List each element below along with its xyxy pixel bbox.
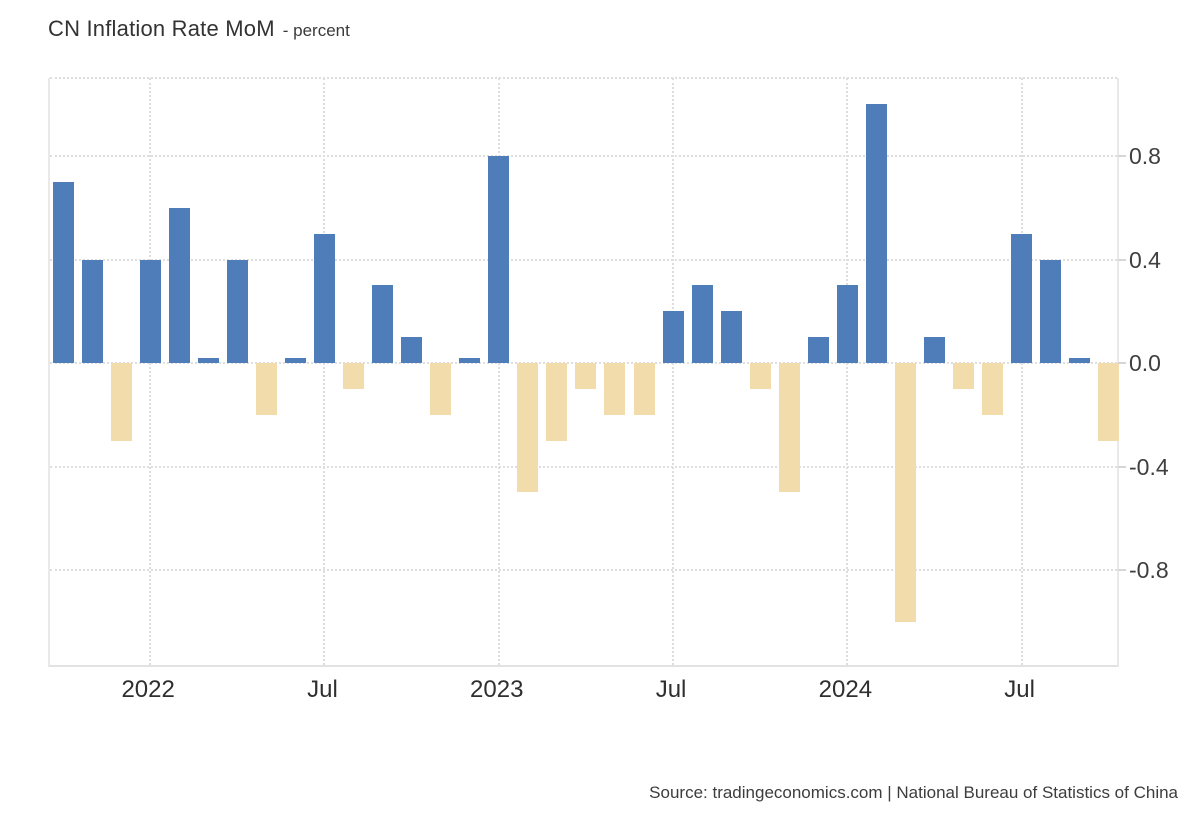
y-axis-tick — [1118, 465, 1126, 468]
bar-jan-2023[interactable] — [488, 156, 510, 363]
x-axis-label: 2023 — [470, 676, 524, 703]
y-axis-tick — [1118, 362, 1126, 364]
bar-nov-2022[interactable] — [430, 363, 452, 415]
y-axis-label: -0.8 — [1129, 557, 1169, 583]
y-gridline — [50, 465, 1117, 468]
bar-feb-2022[interactable] — [168, 207, 190, 363]
bar-dec-2022[interactable] — [459, 358, 481, 363]
bar-jun-2023[interactable] — [633, 363, 655, 415]
bar-aug-2024[interactable] — [1040, 259, 1062, 363]
bar-nov-2021[interactable] — [81, 259, 103, 363]
bar-jan-2024[interactable] — [836, 285, 858, 363]
bar-oct-2024[interactable] — [1098, 363, 1120, 441]
y-axis-label: 0.8 — [1129, 143, 1161, 169]
y-axis-tick — [1118, 258, 1126, 261]
bar-may-2023[interactable] — [604, 363, 626, 415]
bar-jun-2022[interactable] — [284, 358, 306, 363]
plot-top-border — [50, 77, 1117, 79]
bar-dec-2021[interactable] — [110, 363, 132, 441]
bar-aug-2023[interactable] — [691, 285, 713, 363]
x-axis-label: Jul — [655, 676, 687, 703]
x-gridline — [672, 78, 675, 665]
bar-aug-2022[interactable] — [343, 363, 364, 389]
y-axis-tick — [1118, 569, 1126, 571]
y-axis-label: 0.4 — [1129, 246, 1161, 273]
bar-mar-2024[interactable] — [894, 363, 916, 622]
bar-sep-2022[interactable] — [372, 285, 394, 363]
bar-feb-2024[interactable] — [865, 104, 887, 363]
bar-jun-2024[interactable] — [982, 363, 1004, 415]
y-gridline — [50, 155, 1117, 157]
bar-may-2022[interactable] — [255, 363, 277, 415]
chart-title: CN Inflation Rate MoM — [48, 16, 275, 41]
bar-nov-2023[interactable] — [778, 363, 800, 493]
bar-jul-2022[interactable] — [313, 233, 335, 363]
bar-apr-2022[interactable] — [226, 259, 248, 363]
bar-apr-2024[interactable] — [924, 337, 945, 363]
chart-header: CN Inflation Rate MoM - percent — [48, 16, 350, 42]
bar-oct-2022[interactable] — [401, 337, 423, 363]
source-attribution: Source: tradingeconomics.com | National … — [649, 783, 1178, 802]
chart-subtitle: - percent — [282, 21, 350, 40]
bar-may-2024[interactable] — [953, 363, 975, 389]
x-axis-label: 2022 — [121, 676, 175, 703]
bar-jan-2022[interactable] — [139, 259, 161, 363]
bar-oct-2021[interactable] — [52, 181, 74, 363]
bar-feb-2023[interactable] — [517, 363, 539, 493]
y-gridline — [50, 569, 1117, 571]
x-gridline — [497, 78, 500, 665]
x-gridline — [1020, 78, 1023, 665]
bar-mar-2022[interactable] — [197, 358, 219, 363]
bar-jul-2024[interactable] — [1011, 233, 1033, 363]
x-axis-label: 2024 — [818, 676, 873, 703]
y-axis-label: -0.4 — [1129, 453, 1169, 480]
y-axis-label: 0.0 — [1129, 350, 1161, 376]
bar-oct-2023[interactable] — [749, 363, 771, 389]
y-gridline — [50, 258, 1117, 261]
bar-sep-2024[interactable] — [1069, 358, 1091, 363]
bar-mar-2023[interactable] — [546, 363, 568, 441]
bar-apr-2023[interactable] — [575, 363, 597, 389]
y-axis-tick — [1118, 155, 1126, 157]
x-gridline — [323, 78, 326, 665]
x-axis-label: Jul — [1004, 676, 1035, 703]
bar-dec-2023[interactable] — [807, 337, 829, 363]
plot-area — [48, 77, 1120, 667]
bar-jul-2023[interactable] — [662, 311, 684, 363]
x-gridline — [846, 78, 849, 665]
bar-sep-2023[interactable] — [720, 311, 742, 363]
x-axis-label: Jul — [307, 676, 338, 703]
x-gridline — [149, 78, 152, 665]
